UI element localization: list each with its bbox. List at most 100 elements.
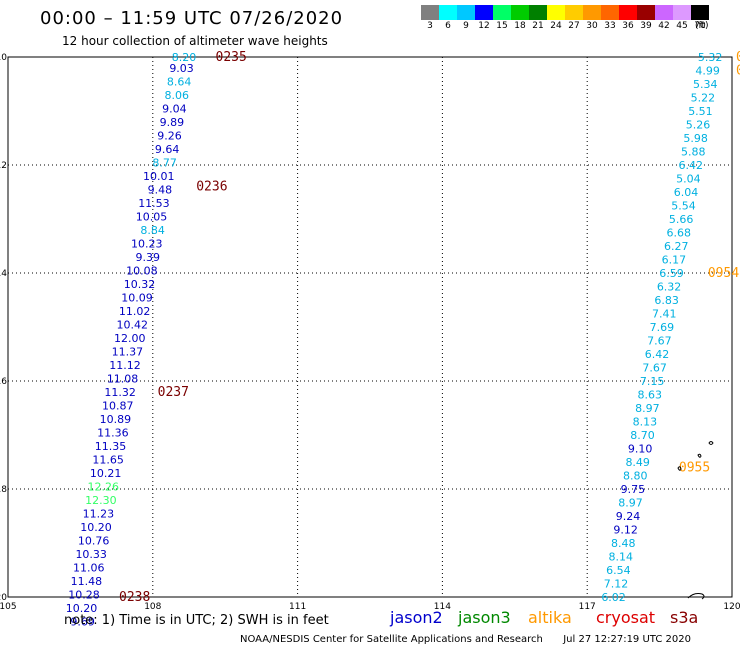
color-scale-label: 39 [640,21,652,31]
swh-value-label: 11.06 [73,561,105,574]
swh-value-label: 5.54 [671,200,696,213]
x-tick-label: 105 [0,602,17,612]
swh-value-label: 11.23 [83,507,115,520]
swh-value-label: 8.06 [165,89,190,102]
swh-value-label: 11.08 [107,372,139,385]
color-scale-unit: (ft) [695,21,709,31]
swh-value-label: 11.36 [97,426,129,439]
color-scale-cell [637,5,655,20]
color-scale-labels: (ft) 3 6 9 12 15 18 21 24 27 30 33 36 39 42 45 70 [421,21,727,33]
swh-value-label: 7.15 [640,375,665,388]
swh-value-label: 8.64 [167,75,192,88]
color-scale-label: 36 [622,21,634,31]
swh-value-label: 11.48 [71,575,103,588]
island-outline [708,441,714,445]
color-scale-label: 9 [463,21,469,31]
swh-value-label: 7.67 [647,335,672,348]
swh-value-label: 6.42 [645,348,670,361]
swh-value-label: 11.12 [109,359,141,372]
map-frame [7,56,733,598]
swh-value-label: 9.12 [613,524,638,537]
y-tick-label: -10 [0,53,7,63]
swh-value-label: 8.20 [172,51,197,64]
color-scale-label: 24 [550,21,562,31]
swh-value-label: 6.54 [606,564,631,577]
legend-item-altika: altika [528,608,572,627]
swh-value-label: 8.97 [635,402,660,415]
swh-value-label: 9.10 [628,443,653,456]
swh-value-label: 6.42 [679,159,704,172]
swh-value-label: 10.28 [68,588,100,601]
island-outline [677,466,682,471]
swh-value-label: 10.32 [124,278,156,291]
swh-value-label: 10.08 [126,264,158,277]
swh-value-label: 11.32 [104,386,136,399]
legend-item-s3a: s3a [670,608,699,627]
swh-value-label: 10.23 [131,237,163,250]
swh-value-label: 9.03 [169,62,194,75]
swh-value-label: 4.99 [695,65,720,78]
swh-value-label: 10.05 [136,210,168,223]
swh-value-label: 6.32 [657,281,682,294]
color-scale-bar [421,5,709,20]
swh-value-label: 8.63 [638,389,663,402]
color-scale-cell [493,5,511,20]
x-tick-label: 108 [144,602,161,612]
color-scale-cell [601,5,619,20]
legend-item-cryosat: cryosat [596,608,656,627]
color-scale-cell [475,5,493,20]
swh-value-label: 9.75 [621,483,646,496]
credit-text: NOAA/NESDIS Center for Satellite Applica… [240,634,543,645]
swh-value-label: 9.89 [160,116,185,129]
swh-value-label: 10.76 [78,534,110,547]
swh-value-label: 8.80 [623,470,648,483]
color-scale-label: 42 [658,21,670,31]
swh-value-label: 9.39 [136,251,161,264]
swh-value-label: 11.65 [92,453,124,466]
swh-value-label: 7.69 [650,321,675,334]
swh-value-label: 10.21 [90,467,122,480]
swh-value-label: 5.88 [681,146,706,159]
swh-value-label: 10.87 [102,399,134,412]
swh-value-label: 5.26 [686,119,711,132]
x-tick-label: 114 [434,602,451,612]
swh-value-label: 11.02 [119,305,151,318]
swh-value-label: 10.42 [116,318,148,331]
swh-value-label: 12.26 [88,480,120,493]
time-label: 0235 [216,50,247,65]
color-scale-label: 6 [445,21,451,31]
swh-value-label: 8.84 [140,224,165,237]
color-scale-cell [529,5,547,20]
swh-value-label: 7.41 [652,308,677,321]
swh-value-label: 6.27 [664,240,689,253]
swh-value-label: 5.34 [693,78,718,91]
swh-value-label: 5.22 [691,92,716,105]
swh-value-label: 11.35 [95,440,127,453]
color-scale-cell [511,5,529,20]
color-scale-cell [439,5,457,20]
color-scale-label: 30 [586,21,598,31]
color-scale-cell [583,5,601,20]
swh-value-label: 9.69 [70,615,95,628]
legend-item-jason2: jason2 [390,608,443,627]
x-tick-label: 117 [579,602,596,612]
color-scale-label: 3 [427,21,433,31]
page-title: 00:00 – 11:59 UTC 07/26/2020 [40,8,344,29]
swh-value-label: 5.98 [683,132,708,145]
color-scale-cell [565,5,583,20]
swh-value-label: 6.68 [666,227,691,240]
swh-value-label: 5.51 [688,105,713,118]
color-scale-cell [673,5,691,20]
swh-value-label: 9.64 [155,143,180,156]
page-subtitle: 12 hour collection of altimeter wave hei… [62,34,328,48]
swh-value-label: 8.48 [611,537,636,550]
color-scale-label: 70 [694,21,706,31]
y-tick-label: -20 [0,593,7,603]
swh-value-label: 8.77 [152,156,177,169]
time-label: 0238 [119,590,150,605]
color-scale-label: 27 [568,21,580,31]
color-scale-label: 45 [676,21,688,31]
swh-value-label: 10.20 [66,602,98,615]
